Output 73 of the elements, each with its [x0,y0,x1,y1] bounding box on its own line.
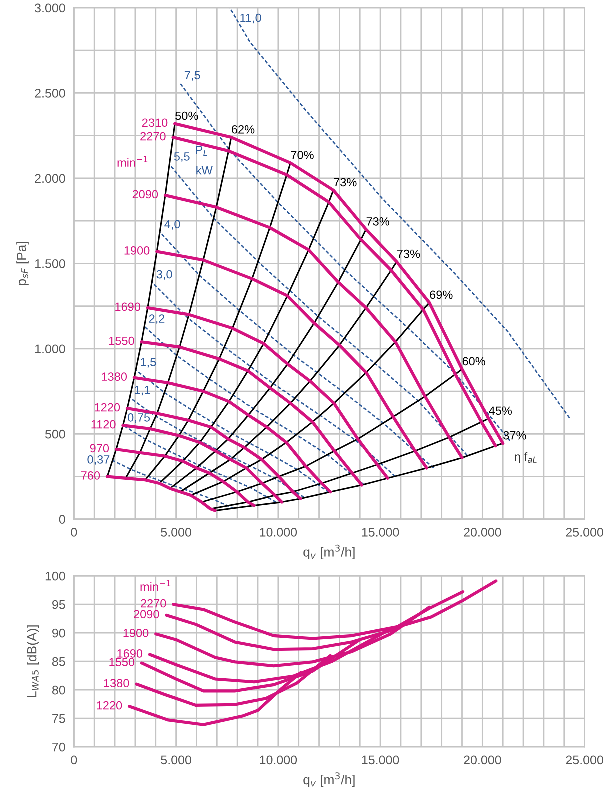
series-label: 760 [81,472,100,480]
x-tick-label: 20.000 [464,756,502,765]
annotation: min$^{−1}$ [118,156,148,167]
y-tick-label: 1.000 [36,344,66,354]
y-tick-label: 80 [52,686,66,695]
series-label: 50% [176,112,198,120]
y-tick-label: 2.000 [35,174,66,184]
y-tick-label: 3.000 [35,4,66,13]
y-tick-label: 1.500 [36,259,66,268]
y-tick-label: 75 [52,714,66,724]
x-tick-label: 10.000 [260,528,298,537]
y-axis-title: L$_{WA5}$ [dB(A)] [27,626,40,698]
series-label: 2270 [141,599,166,608]
series-label: 1690 [118,650,143,658]
x-axis-title: q$_{v}$ [m$^{3}$/h] [304,772,355,788]
annotation: kW [196,166,213,175]
series-label: 2,2 [149,314,165,324]
y-tick-label: 90 [52,628,66,638]
series-label: 1690 [116,302,141,312]
series-label: 2270 [140,132,166,141]
series-label: 45% [489,406,512,416]
series-label: 1120 [92,420,116,429]
series-label: 62% [232,125,255,134]
series-label: 73% [334,178,357,187]
series-label: 4,0 [164,220,180,230]
series-label: 37% [504,431,526,440]
series-label: 3,0 [156,270,172,280]
series-label: 7,5 [184,71,200,82]
series-label: 2090 [134,610,160,619]
x-tick-label: 15.000 [362,756,400,765]
series-label: 2310 [142,118,168,128]
y-tick-label: 70 [52,742,66,752]
series-label: 73% [366,217,390,226]
x-tick-label: 5.000 [161,756,192,765]
y-tick-label: 85 [52,657,66,666]
series-label: 1,5 [141,358,156,368]
x-tick-label: 25.000 [566,528,604,537]
series-label: 1900 [124,629,149,638]
x-tick-label: 25.000 [566,756,604,765]
annotation: P$_{L}$ [196,146,208,156]
series-label: 1220 [95,403,120,412]
x-axis-title: q$_{v}$ [m$^{3}$/h] [304,544,355,560]
y-axis-title: p$_{sF}$ [Pa] [16,242,29,286]
series-label: 1550 [110,658,135,666]
y-tick-label: 0 [59,515,66,524]
series-label: 970 [90,444,110,453]
series-label: 1,1 [135,386,150,396]
series-label: 0,37 [88,456,110,466]
x-tick-label: 5.000 [161,528,192,537]
annotation: η f$_{aL}$ [515,452,537,464]
series-label: 1900 [124,246,150,255]
series-label: 1220 [97,701,122,710]
x-tick-label: 20.000 [464,528,502,537]
y-tick-label: 95 [52,600,66,610]
y-tick-label: 500 [45,430,66,439]
series-label: 11,0 [240,14,262,24]
x-tick-label: 10.000 [260,756,298,765]
x-tick-label: 15.000 [362,528,400,537]
series-label: 60% [462,357,486,366]
x-tick-label: 0 [71,756,78,765]
series-label: 1380 [104,679,130,688]
y-tick-label: 2.500 [35,89,66,98]
annotation: min$^{−1}$ [140,580,171,592]
series-label: 1380 [102,372,128,382]
series-label: 2090 [132,190,158,199]
series-label: 73% [397,250,420,258]
x-tick-label: 0 [71,528,78,537]
series-label: 70% [291,151,314,160]
series-label: 0,75 [128,414,150,424]
series-label: 69% [430,290,453,300]
series-label: 5,5 [174,152,190,162]
series-label: 1550 [109,336,134,346]
y-tick-label: 100 [46,572,66,581]
